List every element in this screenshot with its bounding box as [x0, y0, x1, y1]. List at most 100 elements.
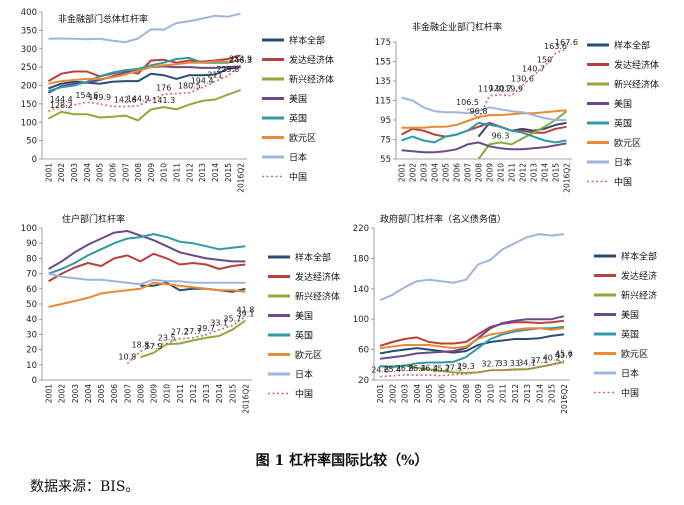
legend-label: 英国 [621, 329, 639, 341]
data-label: 26.4 [408, 364, 426, 373]
x-tick-label: 2011 [173, 163, 182, 182]
data-label: 17.9 [145, 342, 163, 351]
y-tick-label: 135 [375, 77, 391, 87]
legend-label: 样本全部 [295, 252, 331, 264]
series-line-日本 [48, 272, 246, 286]
series-line-欧元区 [48, 59, 241, 85]
series-line-新兴经济体 [477, 110, 568, 160]
data-label: 43.7 [555, 351, 573, 360]
x-tick-label: 2002 [57, 163, 66, 182]
data-label: 140.7 [522, 64, 545, 73]
data-label: 32.7 [481, 359, 499, 368]
y-tick-label: 10 [26, 361, 37, 371]
x-tick-label: 2004 [431, 163, 440, 182]
x-tick-label: 2015 [548, 384, 557, 403]
legend-label: 中国 [614, 176, 632, 188]
data-label: 40.2 [543, 354, 561, 363]
series-line-日本 [48, 12, 241, 44]
x-tick-label: 2010 [163, 384, 172, 403]
x-tick-label: 2005 [442, 163, 451, 182]
legend-label: 新兴经济体 [614, 79, 659, 91]
x-tick-label: 2016Q2 [241, 384, 250, 414]
y-tick-label: 180 [353, 254, 369, 264]
x-tick-label: 2011 [508, 163, 517, 182]
series-line-中国 [380, 359, 565, 378]
x-tick-label: 2006 [437, 384, 446, 403]
series-line-欧元区 [48, 281, 246, 308]
chart-4: 政府部门杠杆率（名义债务值） 20 60 100 140 180 220 2001 2002 20… [353, 213, 657, 414]
y-tick-label: 60 [358, 346, 369, 356]
x-tick-label: 2010 [497, 163, 506, 182]
x-tick-label: 2007 [450, 384, 459, 403]
x-tick-label: 2004 [83, 163, 92, 182]
x-tick-label: 2001 [376, 384, 385, 403]
series-line-美国 [401, 141, 567, 154]
y-tick-label: 50 [26, 137, 37, 147]
y-tick-label: 75 [380, 136, 391, 146]
y-tick-label: 150 [21, 100, 37, 110]
y-tick-label: 250 [21, 63, 37, 73]
y-tick-label: 20 [358, 376, 369, 386]
legend-label: 新兴经济体 [289, 74, 334, 86]
data-label: 34.1 [518, 358, 536, 367]
data-label: 26.4 [420, 364, 438, 373]
x-tick-label: 2014 [211, 163, 220, 182]
data-label: 142.6 [114, 96, 137, 105]
data-label: 96.3 [492, 131, 510, 140]
data-label: 27.2 [171, 328, 189, 337]
y-tick-label: 100 [353, 315, 369, 325]
x-tick-label: 2013 [198, 163, 207, 182]
figure-caption: 图 1 杠杆率国际比较（%） [255, 453, 429, 469]
x-tick-label: 2008 [462, 384, 471, 403]
x-tick-label: 2016Q2 [563, 163, 572, 193]
x-tick-label: 2002 [409, 163, 418, 182]
data-label: 141.3 [152, 96, 175, 105]
y-tick-label: 55 [380, 155, 391, 165]
data-label: 37.1 [530, 356, 548, 365]
legend-label: 样本全部 [621, 251, 657, 263]
legend-label: 英国 [289, 113, 307, 125]
data-label: 144.4 [50, 95, 73, 104]
y-tick-label: 30 [26, 330, 37, 340]
data-label: 163.6 [544, 42, 567, 51]
y-tick-label: 220 [353, 224, 369, 234]
legend-label: 美国 [621, 309, 639, 321]
data-label: 27.7 [184, 327, 202, 336]
x-tick-label: 2009 [147, 163, 156, 182]
x-tick-label: 2008 [475, 163, 484, 182]
y-tick-label: 20 [26, 346, 37, 356]
y-tick-label: 155 [375, 58, 391, 68]
x-tick-label: 2007 [123, 384, 132, 403]
x-tick-label: 2001 [45, 384, 54, 403]
data-label: 33 [510, 359, 520, 368]
series-line-欧元区 [379, 327, 565, 350]
series-line-发达经济 [379, 319, 565, 347]
x-tick-label: 2006 [453, 163, 462, 182]
x-tick-label: 2001 [398, 163, 407, 182]
x-tick-label: 2003 [420, 163, 429, 182]
x-tick-label: 2006 [110, 384, 119, 403]
legend-label: 中国 [295, 388, 313, 400]
legend-label: 中国 [621, 387, 639, 399]
x-tick-label: 2004 [84, 384, 93, 403]
x-tick-label: 2003 [71, 384, 80, 403]
x-tick-label: 2013 [202, 384, 211, 403]
y-tick-label: 50 [26, 300, 37, 310]
legend-label: 英国 [614, 118, 632, 130]
x-tick-label: 2008 [136, 384, 145, 403]
data-label: 106.5 [456, 98, 479, 107]
x-tick-label: 2005 [97, 384, 106, 403]
data-label: 119.9 [478, 85, 501, 94]
x-tick-label: 2016Q2 [237, 163, 246, 193]
y-tick-label: 90 [26, 239, 37, 249]
legend-label: 发达经济体 [614, 59, 659, 71]
chart-2: 非金融企业部门杠杆率 55 75 95 115 135 155 175 2001 2002 2003… [375, 21, 659, 193]
series-line-中国 [48, 64, 242, 112]
data-label: 35.7 [223, 315, 241, 324]
data-label: 149.9 [88, 93, 111, 102]
x-tick-label: 2009 [474, 384, 483, 403]
y-tick-label: 175 [375, 38, 391, 48]
x-tick-label: 2003 [70, 163, 79, 182]
x-tick-label: 2011 [499, 384, 508, 403]
